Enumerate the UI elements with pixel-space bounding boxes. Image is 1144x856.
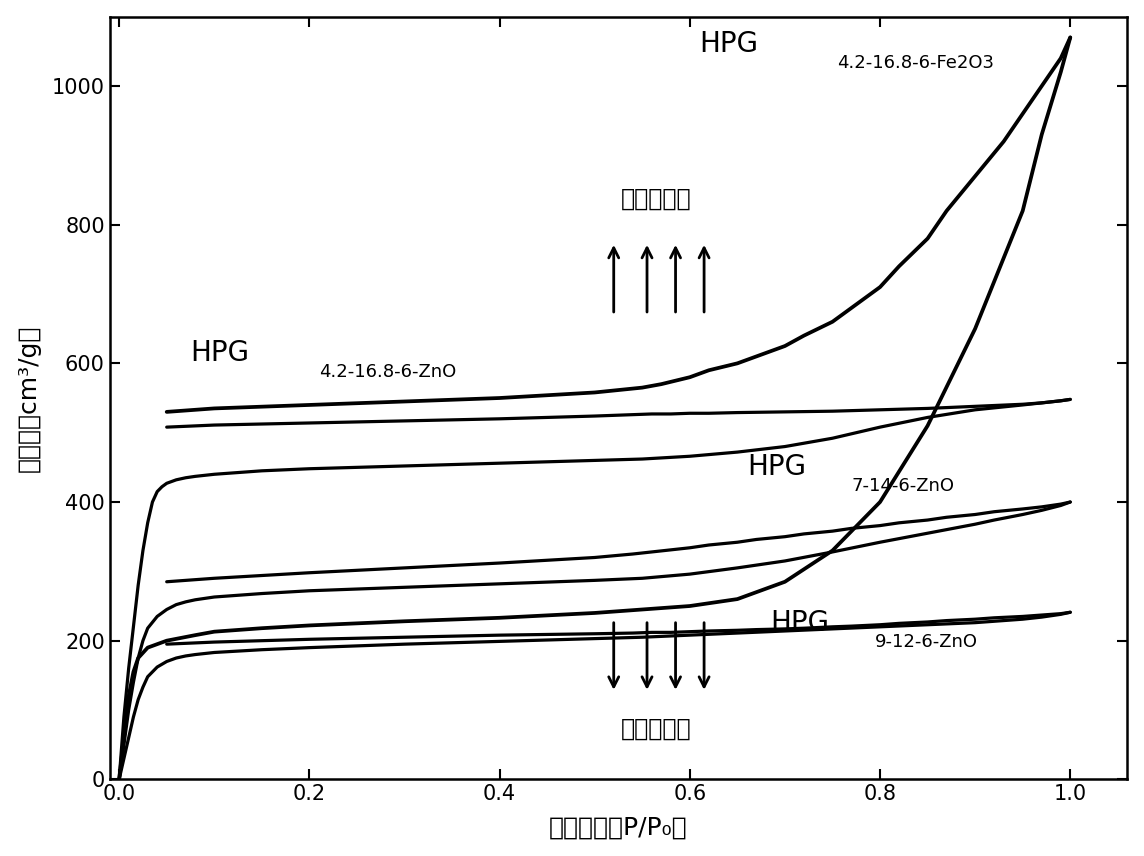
Text: 4.2-16.8-6-ZnO: 4.2-16.8-6-ZnO — [319, 363, 456, 381]
Text: 脱附等温线: 脱附等温线 — [621, 187, 692, 211]
Text: 7-14-6-ZnO: 7-14-6-ZnO — [851, 477, 954, 495]
Text: HPG: HPG — [771, 609, 829, 637]
Text: 9-12-6-ZnO: 9-12-6-ZnO — [875, 633, 978, 651]
Text: 吸附等温线: 吸附等温线 — [621, 717, 692, 741]
Y-axis label: 吸附量（cm³/g）: 吸附量（cm³/g） — [17, 324, 41, 472]
Text: HPG: HPG — [191, 339, 249, 367]
Text: 4.2-16.8-6-Fe2O3: 4.2-16.8-6-Fe2O3 — [837, 54, 994, 72]
Text: HPG: HPG — [699, 30, 758, 58]
Text: HPG: HPG — [747, 453, 805, 481]
X-axis label: 相对压力（P/P₀）: 相对压力（P/P₀） — [549, 815, 688, 840]
